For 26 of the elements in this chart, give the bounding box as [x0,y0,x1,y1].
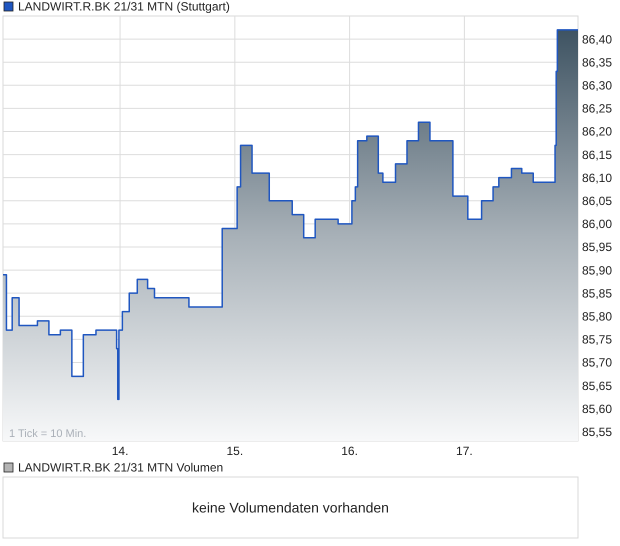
y-tick-label: 85,80 [582,309,612,324]
y-tick-label: 85,75 [582,332,612,347]
y-tick-label: 86,10 [582,170,612,185]
y-tick-label: 85,60 [582,402,612,416]
legend-label: LANDWIRT.R.BK 21/31 MTN (Stuttgart) [18,0,230,14]
x-tick-label: 16. [341,444,358,458]
text: keine Volumendaten vorhanden [192,500,389,516]
x-tick-label: 15. [226,444,244,458]
x-tick-label: 14. [112,444,128,458]
y-tick-label: 86,00 [582,217,612,232]
y-tick-label: 85,85 [582,286,612,300]
text: LANDWIRT.R.BK 21/31 MTN Volumen [18,460,224,474]
y-tick-label: 86,40 [582,32,612,46]
x-tick-label: 17. [456,444,473,458]
y-tick-label: 86,30 [582,78,612,92]
annotation: 1 Tick = 10 Min. [9,428,86,440]
y-tick-label: 86,05 [582,194,612,208]
y-tick-label: 85,55 [582,424,612,439]
y-tick-label: 86,25 [582,102,612,116]
y-tick-label: 85,95 [582,240,612,254]
y-tick-label: 86,15 [582,148,612,162]
y-tick-label: 85,65 [582,378,612,393]
y-tick-label: 85,90 [582,263,612,278]
y-tick-label: 86,35 [582,55,612,70]
y-tick-label: 86,20 [582,124,612,139]
y-tick-label: 85,70 [582,356,612,370]
